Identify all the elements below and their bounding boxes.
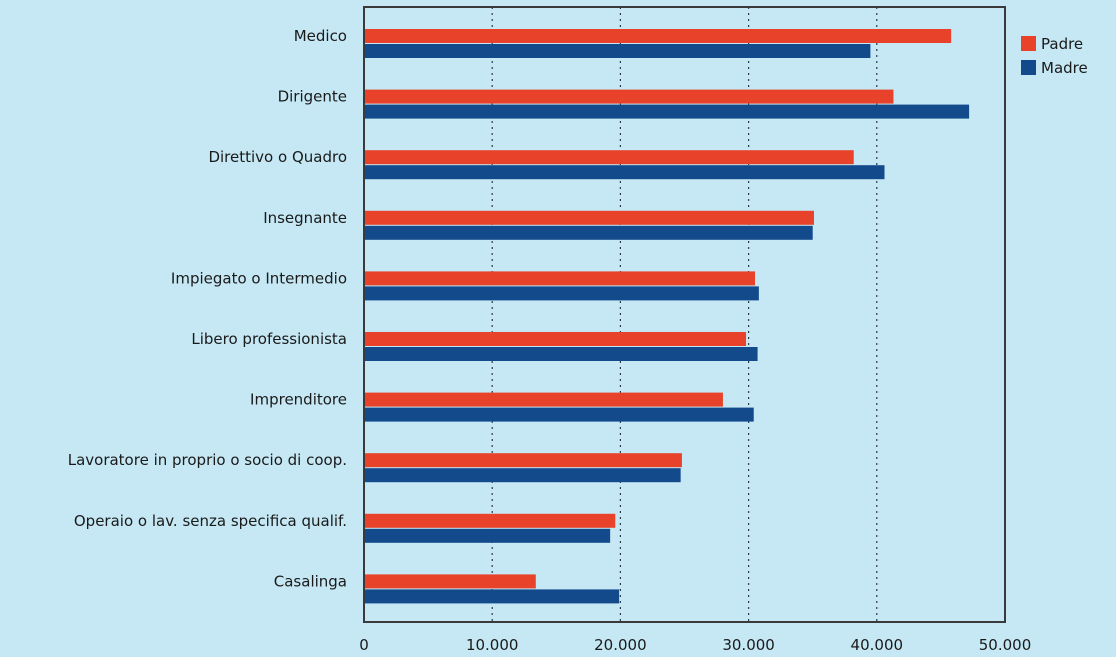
category-label-direttivo-o-quadro: Direttivo o Quadro [208,148,347,166]
legend-swatch-madre [1021,60,1036,75]
bar-madre-medico [364,44,871,58]
x-tick-label-5: 50.000 [979,636,1032,654]
category-label-lavoratore-in-proprio-o-socio-di-coop: Lavoratore in proprio o socio di coop. [68,451,347,469]
category-label-impiegato-o-intermedio: Impiegato o Intermedio [171,269,347,287]
plot-frame [363,6,1006,623]
bar-padre-libero-professionista [364,332,747,346]
bar-madre-lavoratore-in-proprio-o-socio-di-coop [364,468,681,483]
x-tick-label-0: 0 [359,636,369,654]
bar-padre-impiegato-o-intermedio [364,271,756,286]
legend-label-madre: Madre [1041,59,1088,77]
category-label-libero-professionista: Libero professionista [191,330,347,348]
bar-madre-direttivo-o-quadro [364,165,885,180]
bar-padre-lavoratore-in-proprio-o-socio-di-coop [364,453,682,468]
bar-padre-casalinga [364,574,536,589]
bar-madre-libero-professionista [364,347,758,361]
bar-madre-impiegato-o-intermedio [364,286,759,301]
bar-padre-imprenditore [364,392,723,407]
bar-madre-insegnante [364,225,813,240]
x-tick-label-4: 40.000 [851,636,904,654]
category-label-operaio-o-lav-senza-specifica-qualif: Operaio o lav. senza specifica qualif. [74,512,347,530]
x-tick-label-1: 10.000 [466,636,519,654]
bar-madre-casalinga [364,589,620,604]
category-label-insegnante: Insegnante [263,209,347,227]
legend-swatch-padre [1021,36,1036,51]
bar-madre-dirigente [364,104,970,119]
legend: Padre Madre [1021,35,1088,77]
bar-padre-medico [364,29,952,43]
category-label-casalinga: Casalinga [274,572,347,590]
bar-padre-direttivo-o-quadro [364,150,854,165]
x-tick-label-3: 30.000 [722,636,775,654]
bar-madre-operaio-o-lav-senza-specifica-qualif [364,528,611,543]
bar-padre-dirigente [364,89,894,104]
x-tick-labels: 0 10.000 20.000 30.000 40.000 50.000 [359,636,1031,654]
x-tick-label-2: 20.000 [594,636,647,654]
bars [364,29,970,604]
category-label-medico: Medico [294,27,347,45]
bar-madre-imprenditore [364,407,754,422]
bar-padre-operaio-o-lav-senza-specifica-qualif [364,513,616,528]
category-label-dirigente: Dirigente [278,88,347,106]
legend-label-padre: Padre [1041,35,1083,53]
category-label-imprenditore: Imprenditore [250,391,347,409]
category-labels: Medico Dirigente Direttivo o Quadro Insegna… [68,27,347,590]
bar-padre-insegnante [364,210,814,225]
